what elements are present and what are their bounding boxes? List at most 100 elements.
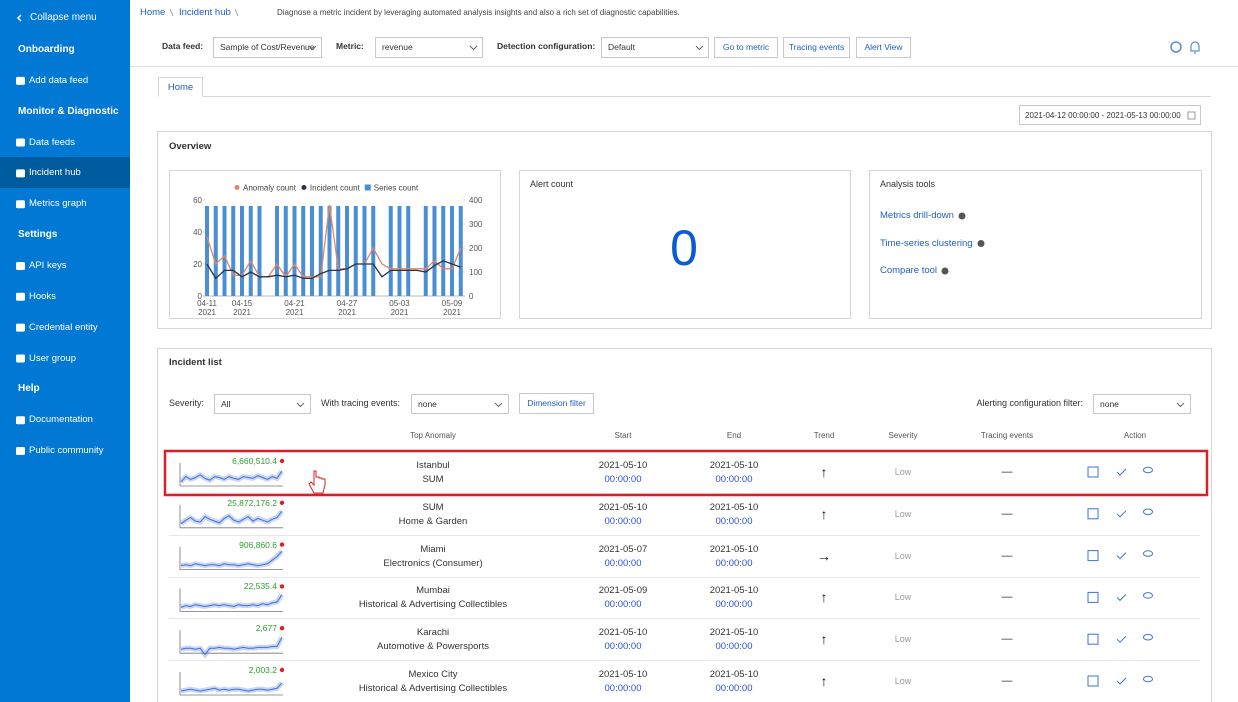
toolbar-label: Detection configuration: — [497, 41, 596, 51]
anomaly-name: Miami — [420, 543, 446, 555]
start-time: 00:00:00 — [604, 515, 642, 527]
trend: → — [817, 547, 831, 564]
nav-item[interactable]: Hooks — [29, 290, 56, 302]
button[interactable]: Dimension filter — [519, 393, 594, 414]
button[interactable]: Go to metric — [714, 37, 778, 58]
alert-title: Alert count — [530, 179, 574, 189]
sidebar-section: Settings — [18, 229, 58, 241]
nav-item[interactable]: Public community — [29, 445, 104, 457]
date-range[interactable]: 2021-04-12 00:00:00 - 2021-05-13 00:00:0… — [1019, 105, 1201, 125]
bar — [318, 206, 323, 296]
y2-tick-label: 200 — [469, 244, 483, 253]
sidebar-section: Help — [18, 383, 40, 395]
overview-chart: 0204060010020030040004-11202104-15202104… — [193, 184, 483, 318]
nav-item[interactable]: Incident hub — [29, 167, 81, 179]
tab[interactable]: Home — [158, 77, 203, 97]
column-header: Trend — [813, 431, 835, 440]
anomaly-dimension: Home & Garden — [398, 515, 468, 527]
bar — [362, 206, 367, 296]
x-tick-label: 2021 — [198, 308, 216, 317]
bar — [275, 206, 279, 296]
y-tick-label: 60 — [193, 196, 202, 205]
toolbar-divider — [130, 66, 1238, 67]
end-time: 00:00:00 — [715, 683, 753, 694]
y2-tick-label: 400 — [469, 196, 483, 205]
sidebar-section: Onboarding — [18, 44, 75, 55]
x-tick-label: 2021 — [443, 308, 461, 317]
column-header: End — [726, 431, 742, 440]
tool-link[interactable]: Time-series clustering — [880, 237, 973, 249]
button[interactable]: Alert View — [856, 37, 911, 58]
start-time: 00:00:00 — [604, 683, 642, 694]
nav-item[interactable]: API keys — [29, 259, 67, 271]
filter-label: With tracing events: — [321, 398, 401, 408]
trend: ↑ — [820, 505, 828, 522]
y-tick-label: 20 — [193, 260, 202, 269]
sparkline-value: 2,677 — [255, 623, 277, 634]
trend: ↑ — [820, 631, 828, 648]
dropdown[interactable]: Default — [601, 37, 709, 58]
dropdown[interactable]: Sample of Cost/Revenue — [213, 37, 322, 58]
nav-item[interactable]: Data feeds — [29, 136, 75, 148]
breadcrumb-link[interactable]: Incident hub — [179, 7, 231, 18]
collapse-menu[interactable]: Collapse menu — [30, 12, 97, 23]
end-time: 00:00:00 — [715, 515, 753, 527]
end-date: 2021-05-10 — [709, 543, 759, 555]
severity: Low — [894, 676, 912, 686]
nav-item[interactable]: User group — [29, 352, 76, 364]
nav-item[interactable]: Documentation — [29, 414, 93, 426]
end-date: 2021-05-10 — [709, 669, 759, 680]
dropdown[interactable]: none — [1093, 394, 1191, 414]
bar — [397, 206, 402, 296]
column-header: Severity — [888, 431, 918, 440]
bar — [240, 206, 244, 296]
nav-item[interactable]: Credential entity — [29, 321, 98, 333]
start-date: 2021-05-10 — [598, 669, 648, 680]
x-tick-label: 2021 — [233, 308, 251, 317]
dropdown[interactable]: All — [214, 394, 311, 414]
bar — [205, 206, 209, 296]
tracing: — — [1001, 675, 1013, 687]
bar — [283, 206, 288, 296]
dropdown[interactable]: none — [411, 394, 509, 414]
anomaly-name: Mumbai — [416, 585, 450, 597]
series-line — [206, 204, 462, 278]
tool-link[interactable]: Metrics drill-down — [880, 210, 954, 221]
tracing: — — [1001, 549, 1013, 562]
y-tick-label: 0 — [198, 292, 203, 301]
anomaly-name: SUM — [422, 501, 444, 513]
tool-link[interactable]: Compare tool — [880, 265, 938, 276]
tab-line — [203, 96, 1211, 97]
start-date: 2021-05-09 — [598, 585, 648, 597]
anomaly-dimension: Electronics (Consumer) — [383, 557, 483, 569]
end-date: 2021-05-10 — [709, 460, 759, 471]
row-line — [169, 534, 1200, 536]
start-time: 00:00:00 — [604, 557, 642, 569]
button[interactable]: Tracing events — [783, 37, 850, 58]
alert-value: 0 — [670, 220, 698, 276]
legend-marker — [301, 185, 307, 190]
alert-card — [519, 170, 851, 319]
bar — [345, 206, 349, 296]
start-date: 2021-05-10 — [598, 501, 648, 513]
dropdown[interactable]: revenue — [375, 37, 483, 58]
sparkline-value: 2,003.2 — [248, 665, 277, 675]
nav-item[interactable]: Add data feed — [29, 74, 89, 86]
bar — [458, 206, 463, 296]
start-time: 00:00:00 — [604, 474, 642, 485]
end-time: 00:00:00 — [715, 599, 753, 611]
legend-marker — [364, 184, 371, 191]
breadcrumb-link[interactable]: Home — [140, 7, 166, 18]
start-date: 2021-05-10 — [598, 460, 648, 471]
severity: Low — [894, 550, 912, 561]
nav-item[interactable]: Metrics graph — [29, 198, 87, 210]
legend-label: Anomaly count — [243, 184, 297, 193]
sparkline-value: 22,535.4 — [243, 581, 277, 592]
bar — [450, 206, 454, 296]
x-tick-label: 04-21 — [284, 299, 305, 308]
start-date: 2021-05-10 — [598, 627, 648, 639]
end-date: 2021-05-10 — [709, 501, 759, 513]
anomaly-dimension: Historical & Advertising Collectibles — [358, 599, 508, 611]
bar — [213, 206, 218, 296]
